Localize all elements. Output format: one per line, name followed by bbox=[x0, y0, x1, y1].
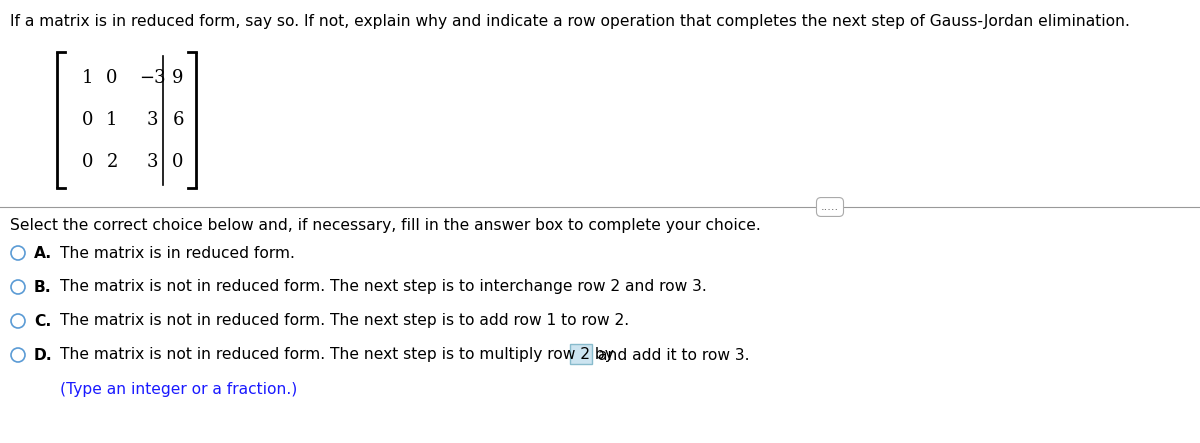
Text: 3: 3 bbox=[146, 111, 157, 129]
Text: .....: ..... bbox=[821, 202, 839, 212]
Text: 9: 9 bbox=[173, 69, 184, 87]
Text: 0: 0 bbox=[107, 69, 118, 87]
Text: 1: 1 bbox=[83, 69, 94, 87]
Text: The matrix is not in reduced form. The next step is to add row 1 to row 2.: The matrix is not in reduced form. The n… bbox=[60, 314, 629, 329]
Text: 0: 0 bbox=[83, 111, 94, 129]
Text: (Type an integer or a fraction.): (Type an integer or a fraction.) bbox=[60, 382, 298, 397]
Text: 0: 0 bbox=[173, 153, 184, 171]
Text: A.: A. bbox=[34, 245, 53, 260]
FancyBboxPatch shape bbox=[570, 344, 592, 364]
Text: and add it to row 3.: and add it to row 3. bbox=[598, 347, 750, 362]
Text: Select the correct choice below and, if necessary, fill in the answer box to com: Select the correct choice below and, if … bbox=[10, 218, 761, 233]
Text: D.: D. bbox=[34, 347, 53, 362]
Text: 6: 6 bbox=[173, 111, 184, 129]
Text: 2: 2 bbox=[107, 153, 118, 171]
Text: The matrix is not in reduced form. The next step is to multiply row 2 by: The matrix is not in reduced form. The n… bbox=[60, 347, 614, 362]
Text: The matrix is not in reduced form. The next step is to interchange row 2 and row: The matrix is not in reduced form. The n… bbox=[60, 280, 707, 295]
Text: 3: 3 bbox=[146, 153, 157, 171]
Text: The matrix is in reduced form.: The matrix is in reduced form. bbox=[60, 245, 295, 260]
Text: −3: −3 bbox=[139, 69, 166, 87]
Text: C.: C. bbox=[34, 314, 52, 329]
Text: If a matrix is in reduced form, say so. If not, explain why and indicate a row o: If a matrix is in reduced form, say so. … bbox=[10, 14, 1130, 29]
Text: 1: 1 bbox=[107, 111, 118, 129]
Text: B.: B. bbox=[34, 280, 52, 295]
Text: 0: 0 bbox=[83, 153, 94, 171]
